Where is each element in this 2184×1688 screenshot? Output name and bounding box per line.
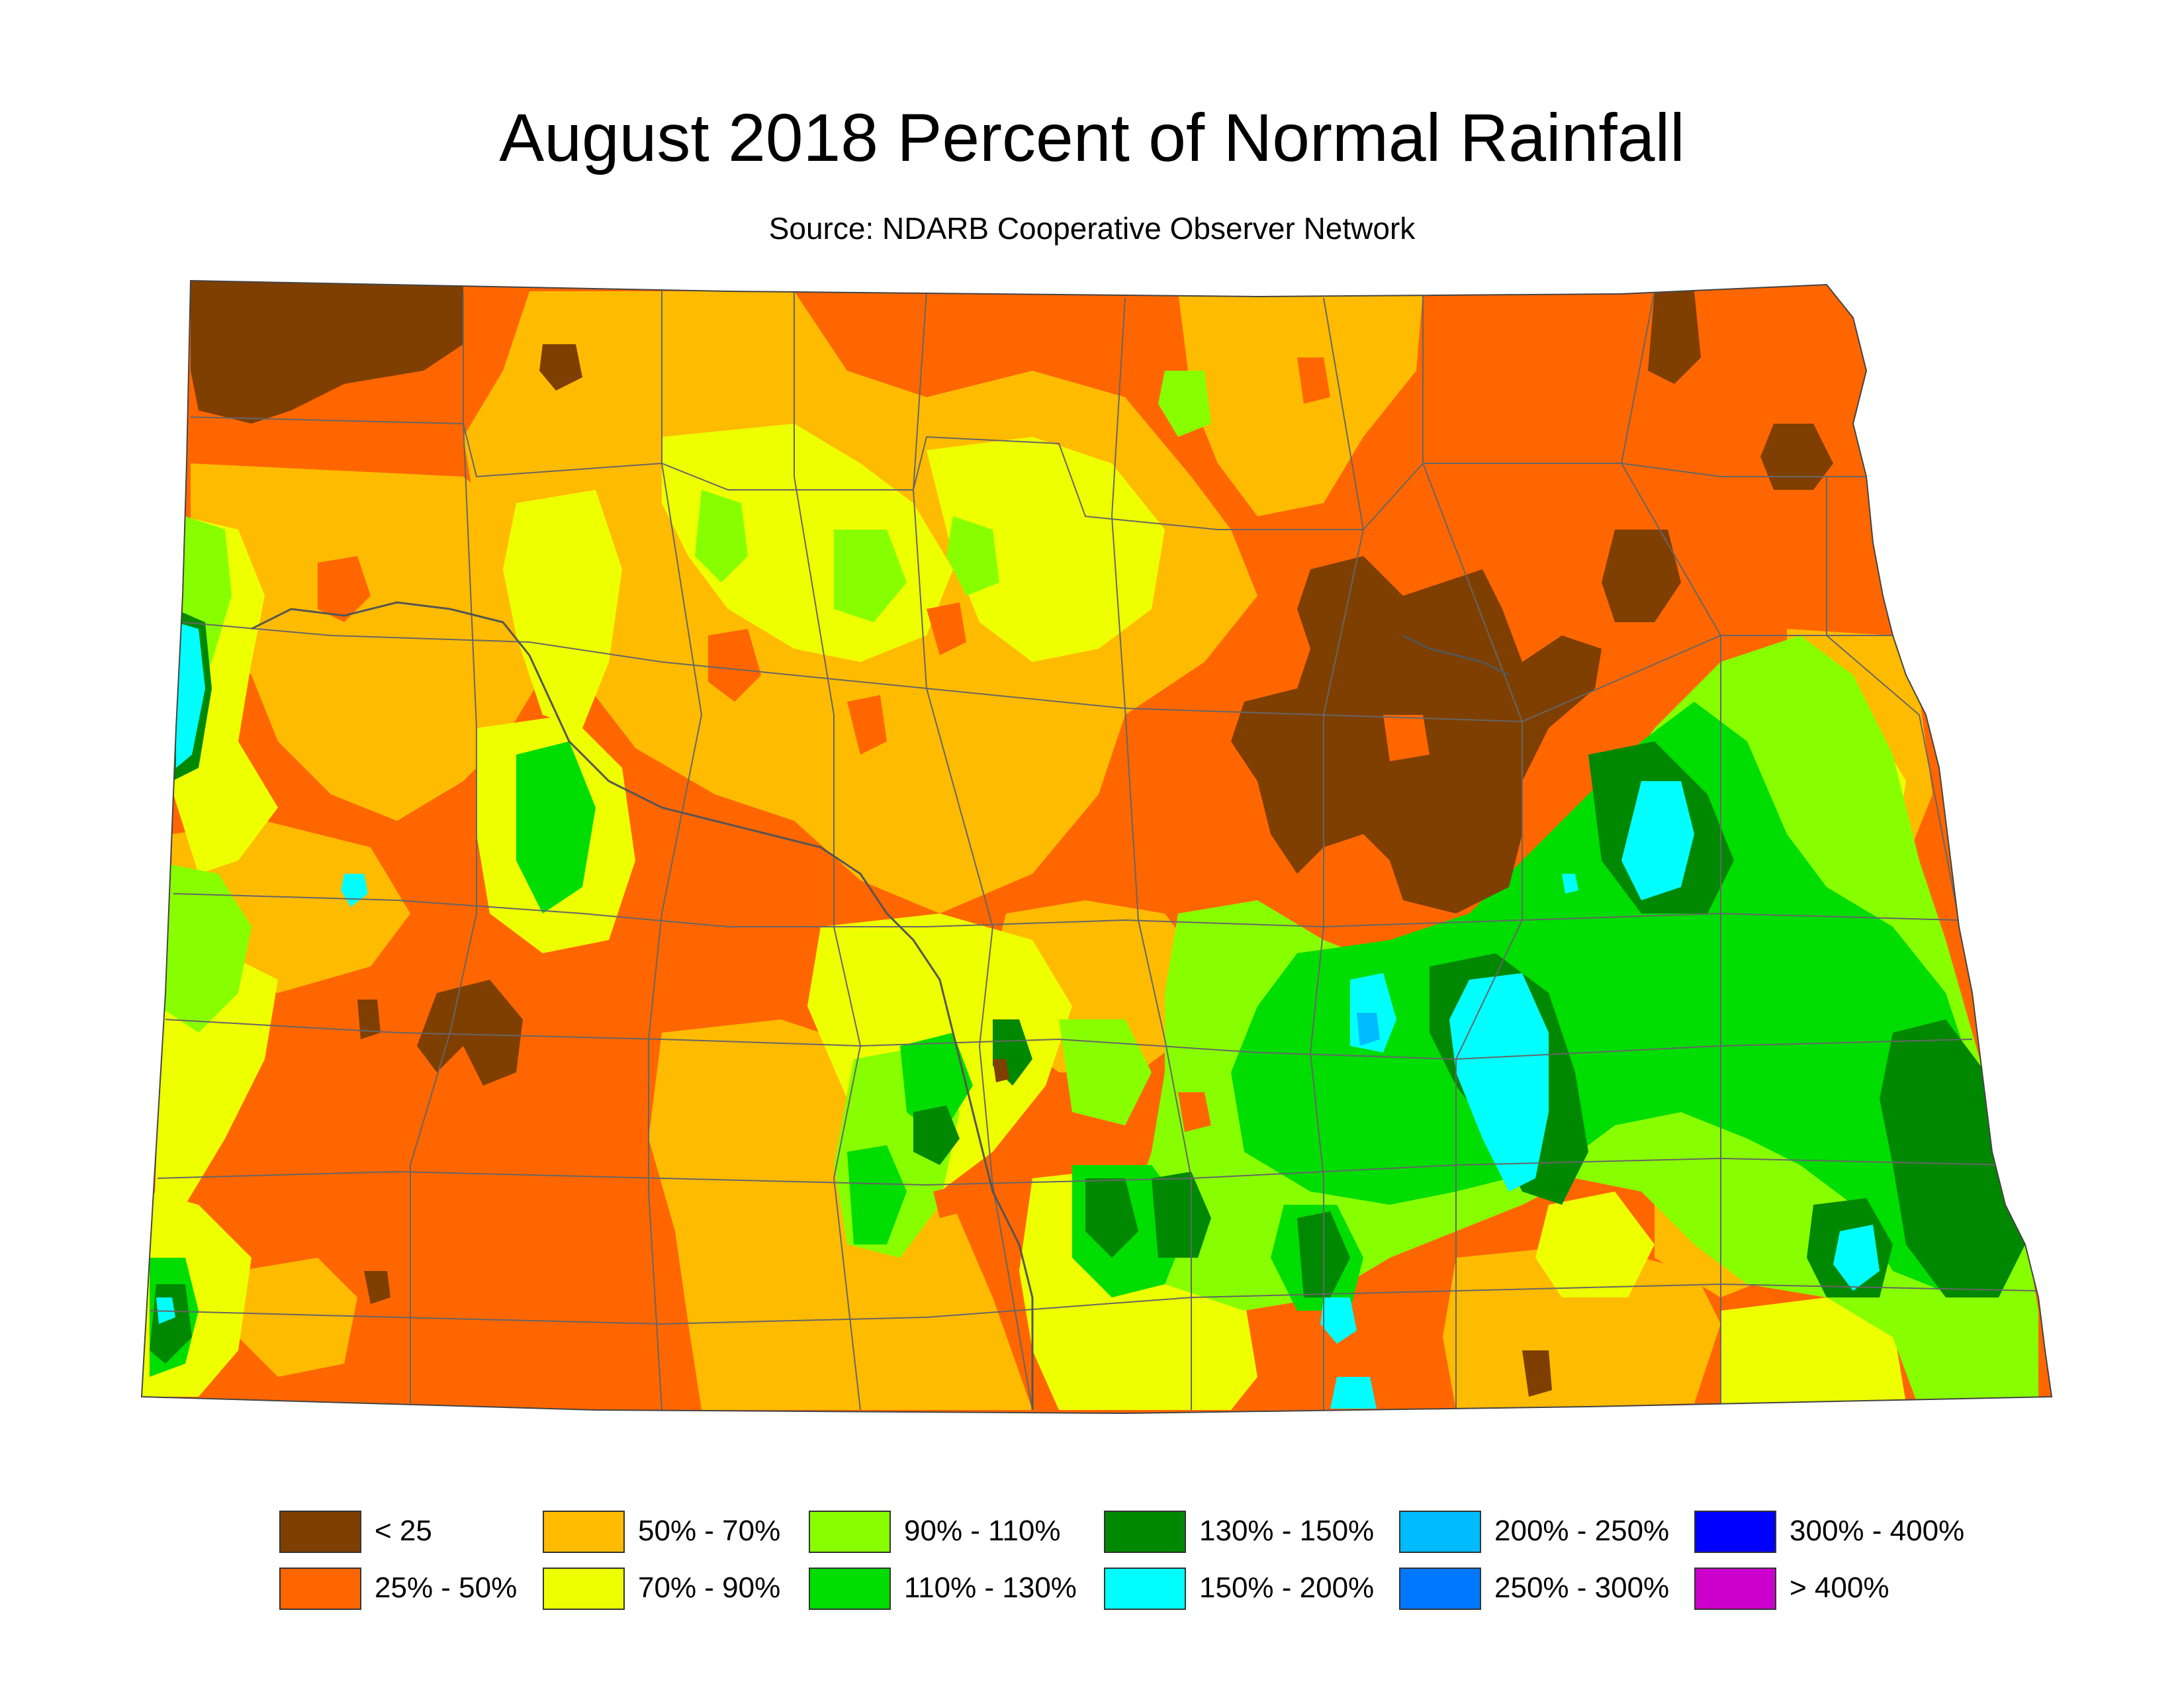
zone-150-200 <box>156 622 1880 1409</box>
zone-200-250 <box>1357 1013 1380 1046</box>
missouri-river <box>251 601 1034 1410</box>
state-outline <box>140 279 2053 1415</box>
map-title: August 2018 Percent of Normal Rainfall <box>499 100 1685 175</box>
devils-lake-outline <box>1402 634 1510 677</box>
map-subtitle: Source: NDARB Cooperative Observer Netwo… <box>768 211 1416 246</box>
county-boundaries <box>149 291 2039 1411</box>
zone-25-50-spots <box>318 357 1430 1218</box>
